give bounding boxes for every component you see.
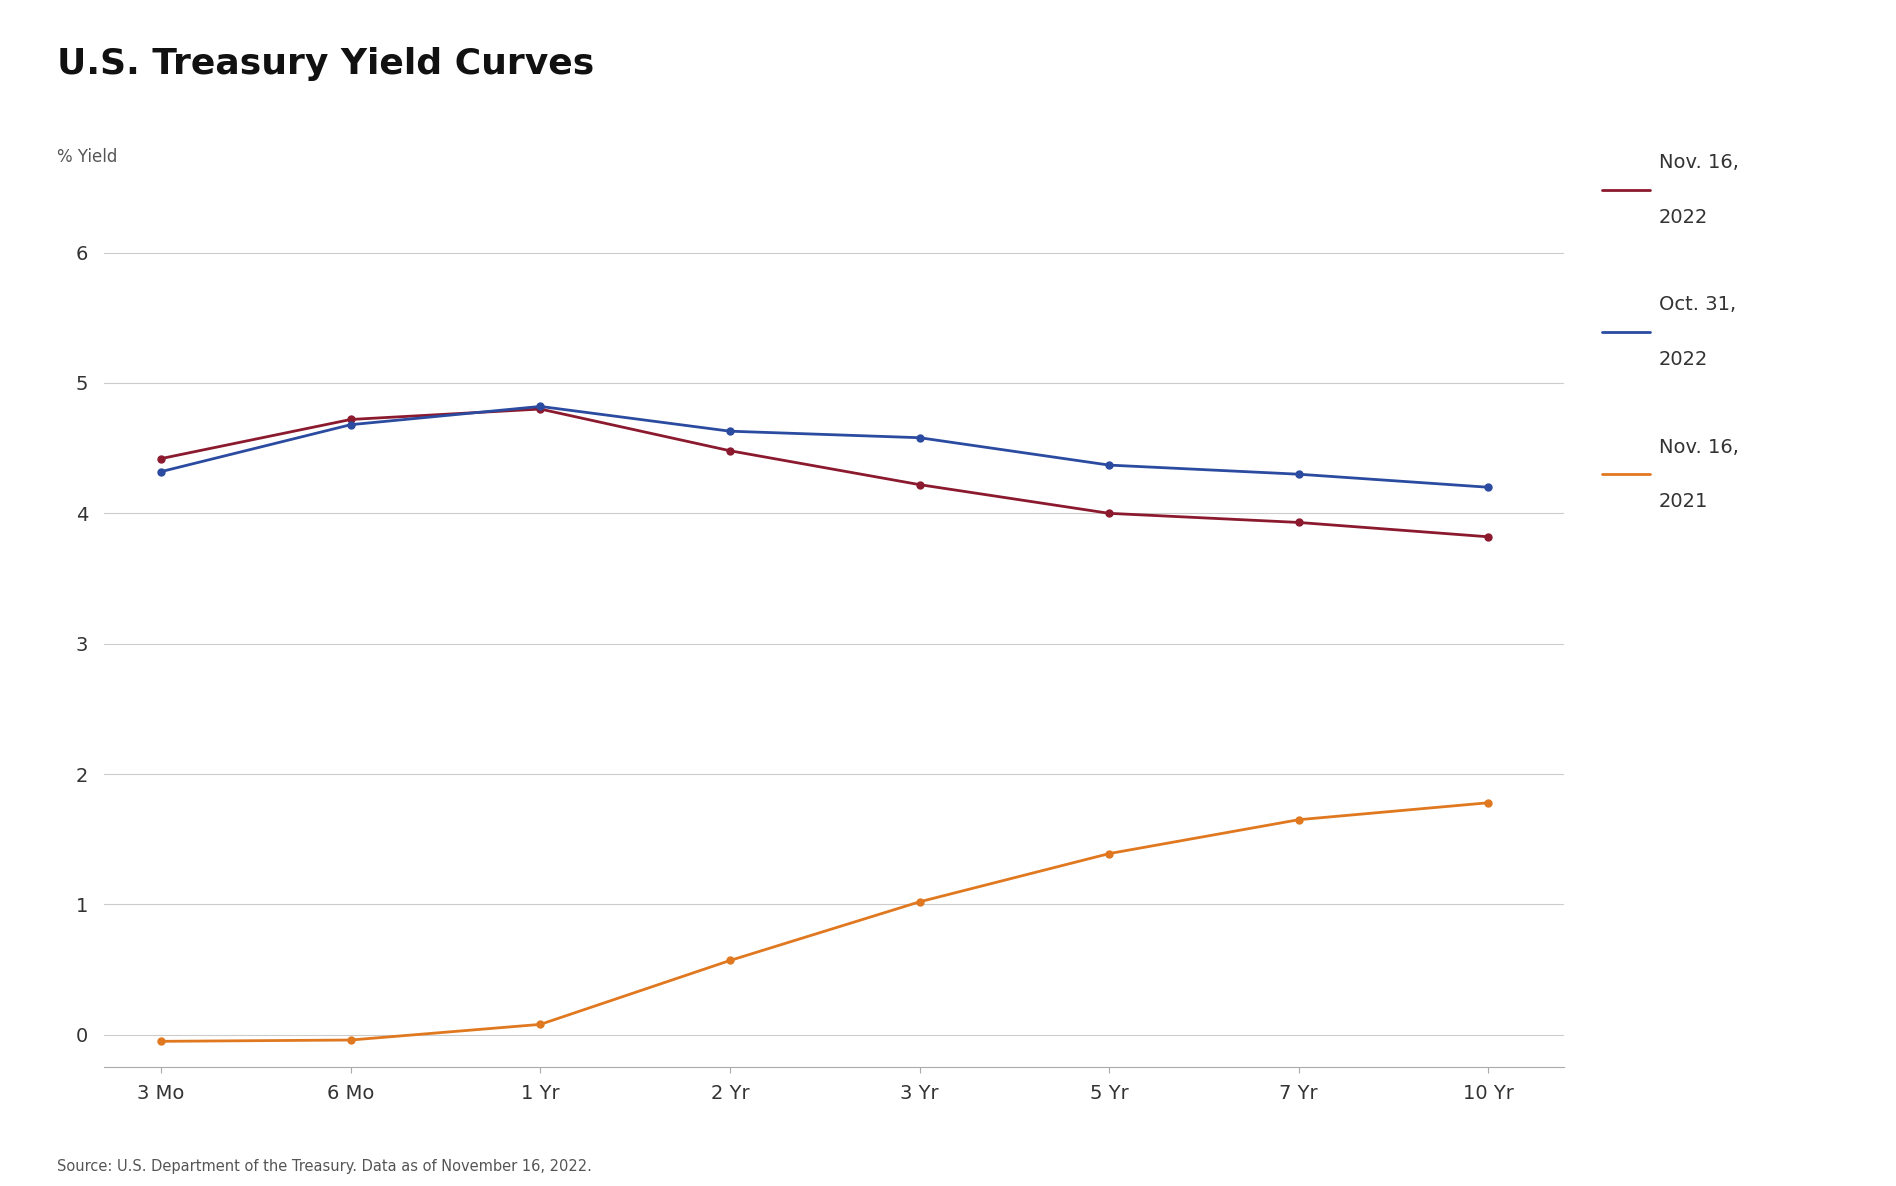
- Text: 2021: 2021: [1659, 492, 1708, 511]
- Text: U.S. Treasury Yield Curves: U.S. Treasury Yield Curves: [57, 47, 593, 82]
- Text: Oct. 31,: Oct. 31,: [1659, 295, 1737, 314]
- Text: Nov. 16,: Nov. 16,: [1659, 153, 1739, 172]
- Text: Nov. 16,: Nov. 16,: [1659, 438, 1739, 457]
- Text: Source: U.S. Department of the Treasury. Data as of November 16, 2022.: Source: U.S. Department of the Treasury.…: [57, 1159, 592, 1174]
- Text: 2022: 2022: [1659, 350, 1708, 369]
- Text: 2022: 2022: [1659, 208, 1708, 227]
- Text: % Yield: % Yield: [57, 148, 118, 166]
